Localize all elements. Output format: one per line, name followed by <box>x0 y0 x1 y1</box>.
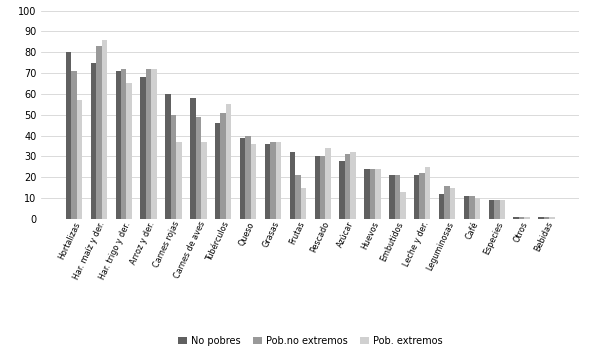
Bar <box>146 69 151 219</box>
Bar <box>102 40 107 219</box>
Legend: No pobres, Pob.no extremos, Pob. extremos: No pobres, Pob.no extremos, Pob. extremo… <box>174 332 447 350</box>
Bar <box>549 217 555 219</box>
Bar <box>215 123 220 219</box>
Bar <box>420 173 425 219</box>
Bar <box>345 154 350 219</box>
Bar <box>265 144 270 219</box>
Bar <box>499 200 505 219</box>
Bar <box>464 196 469 219</box>
Bar <box>494 200 499 219</box>
Bar <box>524 217 530 219</box>
Bar <box>314 156 320 219</box>
Bar <box>96 46 102 219</box>
Bar <box>220 113 226 219</box>
Bar <box>350 152 356 219</box>
Bar <box>77 100 82 219</box>
Bar <box>190 98 196 219</box>
Bar <box>514 217 519 219</box>
Bar <box>72 71 77 219</box>
Bar <box>301 187 306 219</box>
Bar <box>538 217 544 219</box>
Bar <box>364 169 370 219</box>
Bar <box>475 198 480 219</box>
Bar <box>450 187 455 219</box>
Bar <box>276 142 281 219</box>
Bar <box>290 152 295 219</box>
Bar <box>270 142 276 219</box>
Bar <box>196 117 201 219</box>
Bar <box>326 148 331 219</box>
Bar <box>395 175 400 219</box>
Bar <box>90 63 96 219</box>
Bar <box>245 136 251 219</box>
Bar <box>295 175 301 219</box>
Bar <box>439 194 444 219</box>
Bar <box>425 167 430 219</box>
Bar <box>126 84 132 219</box>
Bar <box>176 142 181 219</box>
Bar <box>201 142 207 219</box>
Bar <box>489 200 494 219</box>
Bar <box>226 104 232 219</box>
Bar <box>544 217 549 219</box>
Bar <box>251 144 256 219</box>
Bar <box>66 52 72 219</box>
Bar <box>389 175 395 219</box>
Bar <box>171 115 176 219</box>
Bar <box>116 71 121 219</box>
Bar <box>519 217 524 219</box>
Bar <box>469 196 475 219</box>
Bar <box>339 161 345 219</box>
Bar <box>141 77 146 219</box>
Bar <box>414 175 420 219</box>
Bar <box>320 156 326 219</box>
Bar <box>165 94 171 219</box>
Bar <box>370 169 375 219</box>
Bar <box>151 69 157 219</box>
Bar <box>121 69 126 219</box>
Bar <box>444 186 450 219</box>
Bar <box>375 169 381 219</box>
Bar <box>240 138 245 219</box>
Bar <box>400 192 405 219</box>
